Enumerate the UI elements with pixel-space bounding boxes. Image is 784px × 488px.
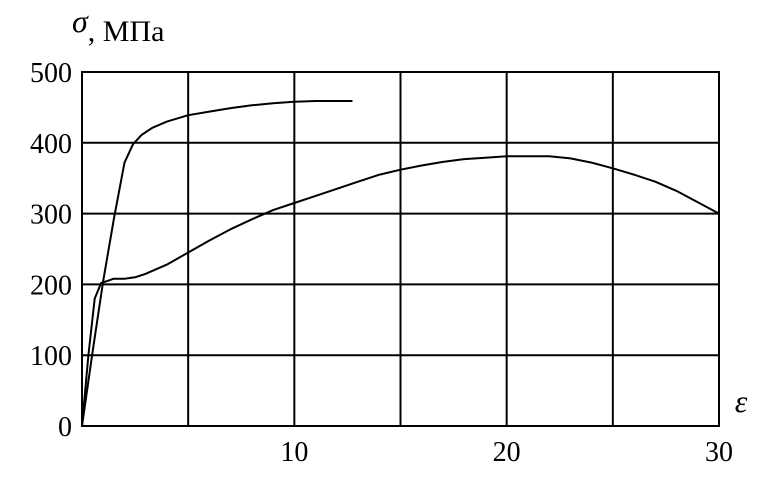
series-line-curve-1: [81, 100, 353, 427]
series-line-curve-2: [81, 155, 720, 427]
x-tick-label: 10: [280, 437, 308, 468]
grid: [81, 71, 720, 427]
x-tick-labels: 10 20 30: [280, 437, 733, 468]
y-axis-symbol: σ: [72, 3, 89, 39]
y-tick-label: 0: [58, 412, 72, 443]
x-tick-label: 20: [493, 437, 521, 468]
x-axis-title: ε: [735, 383, 748, 419]
series-group: [81, 100, 720, 427]
y-axis-unit: , МПа: [88, 15, 165, 48]
x-tick-label: 30: [705, 437, 733, 468]
y-axis-title: σ, МПа: [72, 3, 164, 48]
y-tick-label: 300: [30, 200, 72, 231]
y-tick-label: 400: [30, 129, 72, 160]
y-tick-label: 100: [30, 341, 72, 372]
y-tick-labels: 0 100 200 300 400 500: [30, 58, 72, 443]
y-tick-label: 200: [30, 270, 72, 301]
y-tick-label: 500: [30, 58, 72, 89]
